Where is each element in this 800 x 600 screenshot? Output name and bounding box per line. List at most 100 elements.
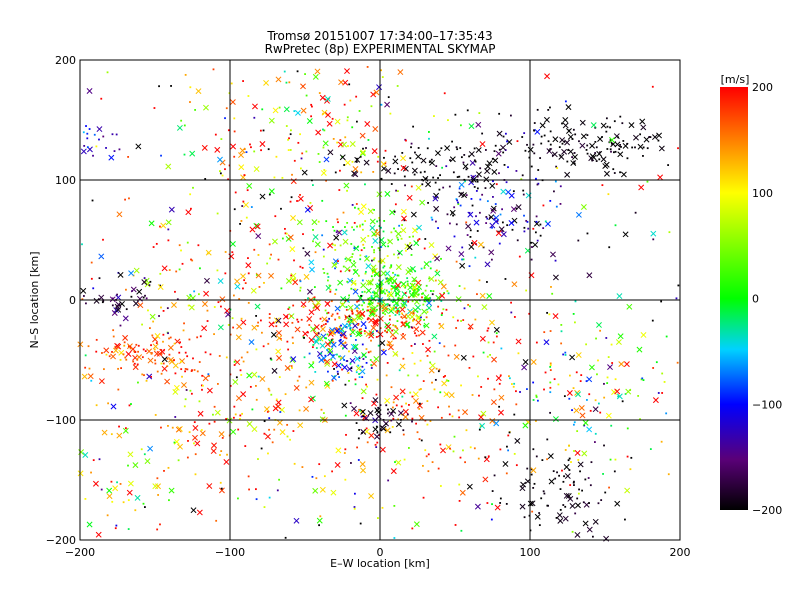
scatter-dot <box>439 174 442 177</box>
scatter-dot <box>477 457 480 460</box>
scatter-dot <box>517 352 520 355</box>
scatter-dot <box>433 350 436 353</box>
scatter-dot <box>375 336 378 338</box>
scatter-dot <box>325 220 328 223</box>
scatter-cross <box>315 335 322 342</box>
scatter-cross <box>413 240 420 247</box>
scatter-dot <box>410 344 413 347</box>
scatter-cross <box>331 361 338 368</box>
scatter-cross <box>234 278 241 285</box>
scatter-dot <box>318 524 320 527</box>
scatter-dot <box>396 303 398 306</box>
scatter-dot <box>530 241 533 244</box>
scatter-dot <box>357 245 359 248</box>
scatter-dot <box>614 458 617 461</box>
scatter-cross <box>251 324 258 331</box>
scatter-cross <box>393 394 400 401</box>
scatter-dot <box>424 298 427 300</box>
scatter-dot <box>316 332 318 335</box>
scatter-dot <box>542 204 545 207</box>
scatter-cross <box>204 277 210 284</box>
scatter-dot <box>152 246 155 248</box>
scatter-dot <box>221 174 224 177</box>
scatter-dot <box>361 432 363 434</box>
scatter-dot <box>484 456 487 459</box>
scatter-dot <box>229 333 232 336</box>
scatter-dot <box>125 427 127 430</box>
scatter-dot <box>583 424 586 427</box>
scatter-dot <box>325 337 328 340</box>
scatter-cross <box>481 304 488 311</box>
scatter-dot <box>441 166 444 169</box>
scatter-dot <box>111 304 114 307</box>
scatter-cross <box>637 143 644 150</box>
scatter-dot <box>639 418 641 421</box>
scatter-dot <box>292 304 295 307</box>
scatter-dot <box>387 282 390 285</box>
scatter-dot <box>383 265 386 268</box>
scatter-dot <box>506 445 508 448</box>
scatter-dot <box>571 156 574 159</box>
scatter-cross <box>658 145 665 152</box>
scatter-cross <box>411 227 418 234</box>
scatter-dot <box>214 133 217 136</box>
scatter-cross <box>399 363 406 370</box>
scatter-dot <box>311 475 314 478</box>
scatter-dot <box>308 324 311 326</box>
scatter-cross <box>114 303 121 310</box>
scatter-dot <box>584 478 587 481</box>
scatter-cross <box>534 128 541 135</box>
scatter-dot <box>239 222 241 225</box>
scatter-dot <box>231 317 234 320</box>
scatter-dot <box>334 171 337 174</box>
scatter-dot <box>326 320 329 323</box>
scatter-cross <box>385 323 392 330</box>
scatter-dot <box>365 348 368 350</box>
scatter-dot <box>376 229 378 231</box>
scatter-dot <box>312 344 315 346</box>
scatter-dot <box>213 420 216 423</box>
scatter-cross <box>588 364 595 371</box>
scatter-dot <box>498 405 501 408</box>
scatter-dot <box>360 415 363 418</box>
scatter-cross <box>421 308 428 315</box>
scatter-dot <box>320 352 323 355</box>
scatter-dot <box>548 313 551 316</box>
scatter-dot <box>178 244 181 247</box>
scatter-dot <box>539 157 542 159</box>
scatter-dot <box>270 358 273 361</box>
scatter-dot <box>369 359 372 361</box>
scatter-cross <box>564 171 571 178</box>
scatter-cross <box>152 483 159 490</box>
scatter-dot <box>345 308 348 311</box>
scatter-dot <box>362 243 365 246</box>
scatter-cross <box>565 104 572 111</box>
scatter-cross <box>413 290 420 297</box>
scatter-dot <box>173 342 176 345</box>
scatter-dot <box>473 147 476 150</box>
scatter-cross <box>217 156 223 163</box>
scatter-dot <box>345 337 348 340</box>
scatter-dot <box>225 356 228 359</box>
scatter-dot <box>409 242 412 244</box>
scatter-cross <box>459 489 466 496</box>
scatter-dot <box>465 168 468 171</box>
scatter-dot <box>560 324 563 326</box>
scatter-dot <box>102 135 105 138</box>
scatter-dot <box>373 251 375 254</box>
scatter-dot <box>343 452 346 454</box>
scatter-dot <box>389 266 392 269</box>
scatter-cross <box>413 326 420 333</box>
scatter-dot <box>344 448 347 451</box>
scatter-dot <box>350 335 352 337</box>
scatter-dot <box>493 388 496 391</box>
scatter-dot <box>498 382 501 385</box>
scatter-dot <box>215 519 218 522</box>
scatter-cross <box>564 473 571 479</box>
scatter-cross <box>331 262 338 268</box>
scatter-dot <box>346 221 349 224</box>
scatter-dot <box>353 247 356 250</box>
scatter-dot <box>439 443 442 446</box>
scatter-dot <box>336 353 338 356</box>
scatter-cross <box>373 271 380 278</box>
